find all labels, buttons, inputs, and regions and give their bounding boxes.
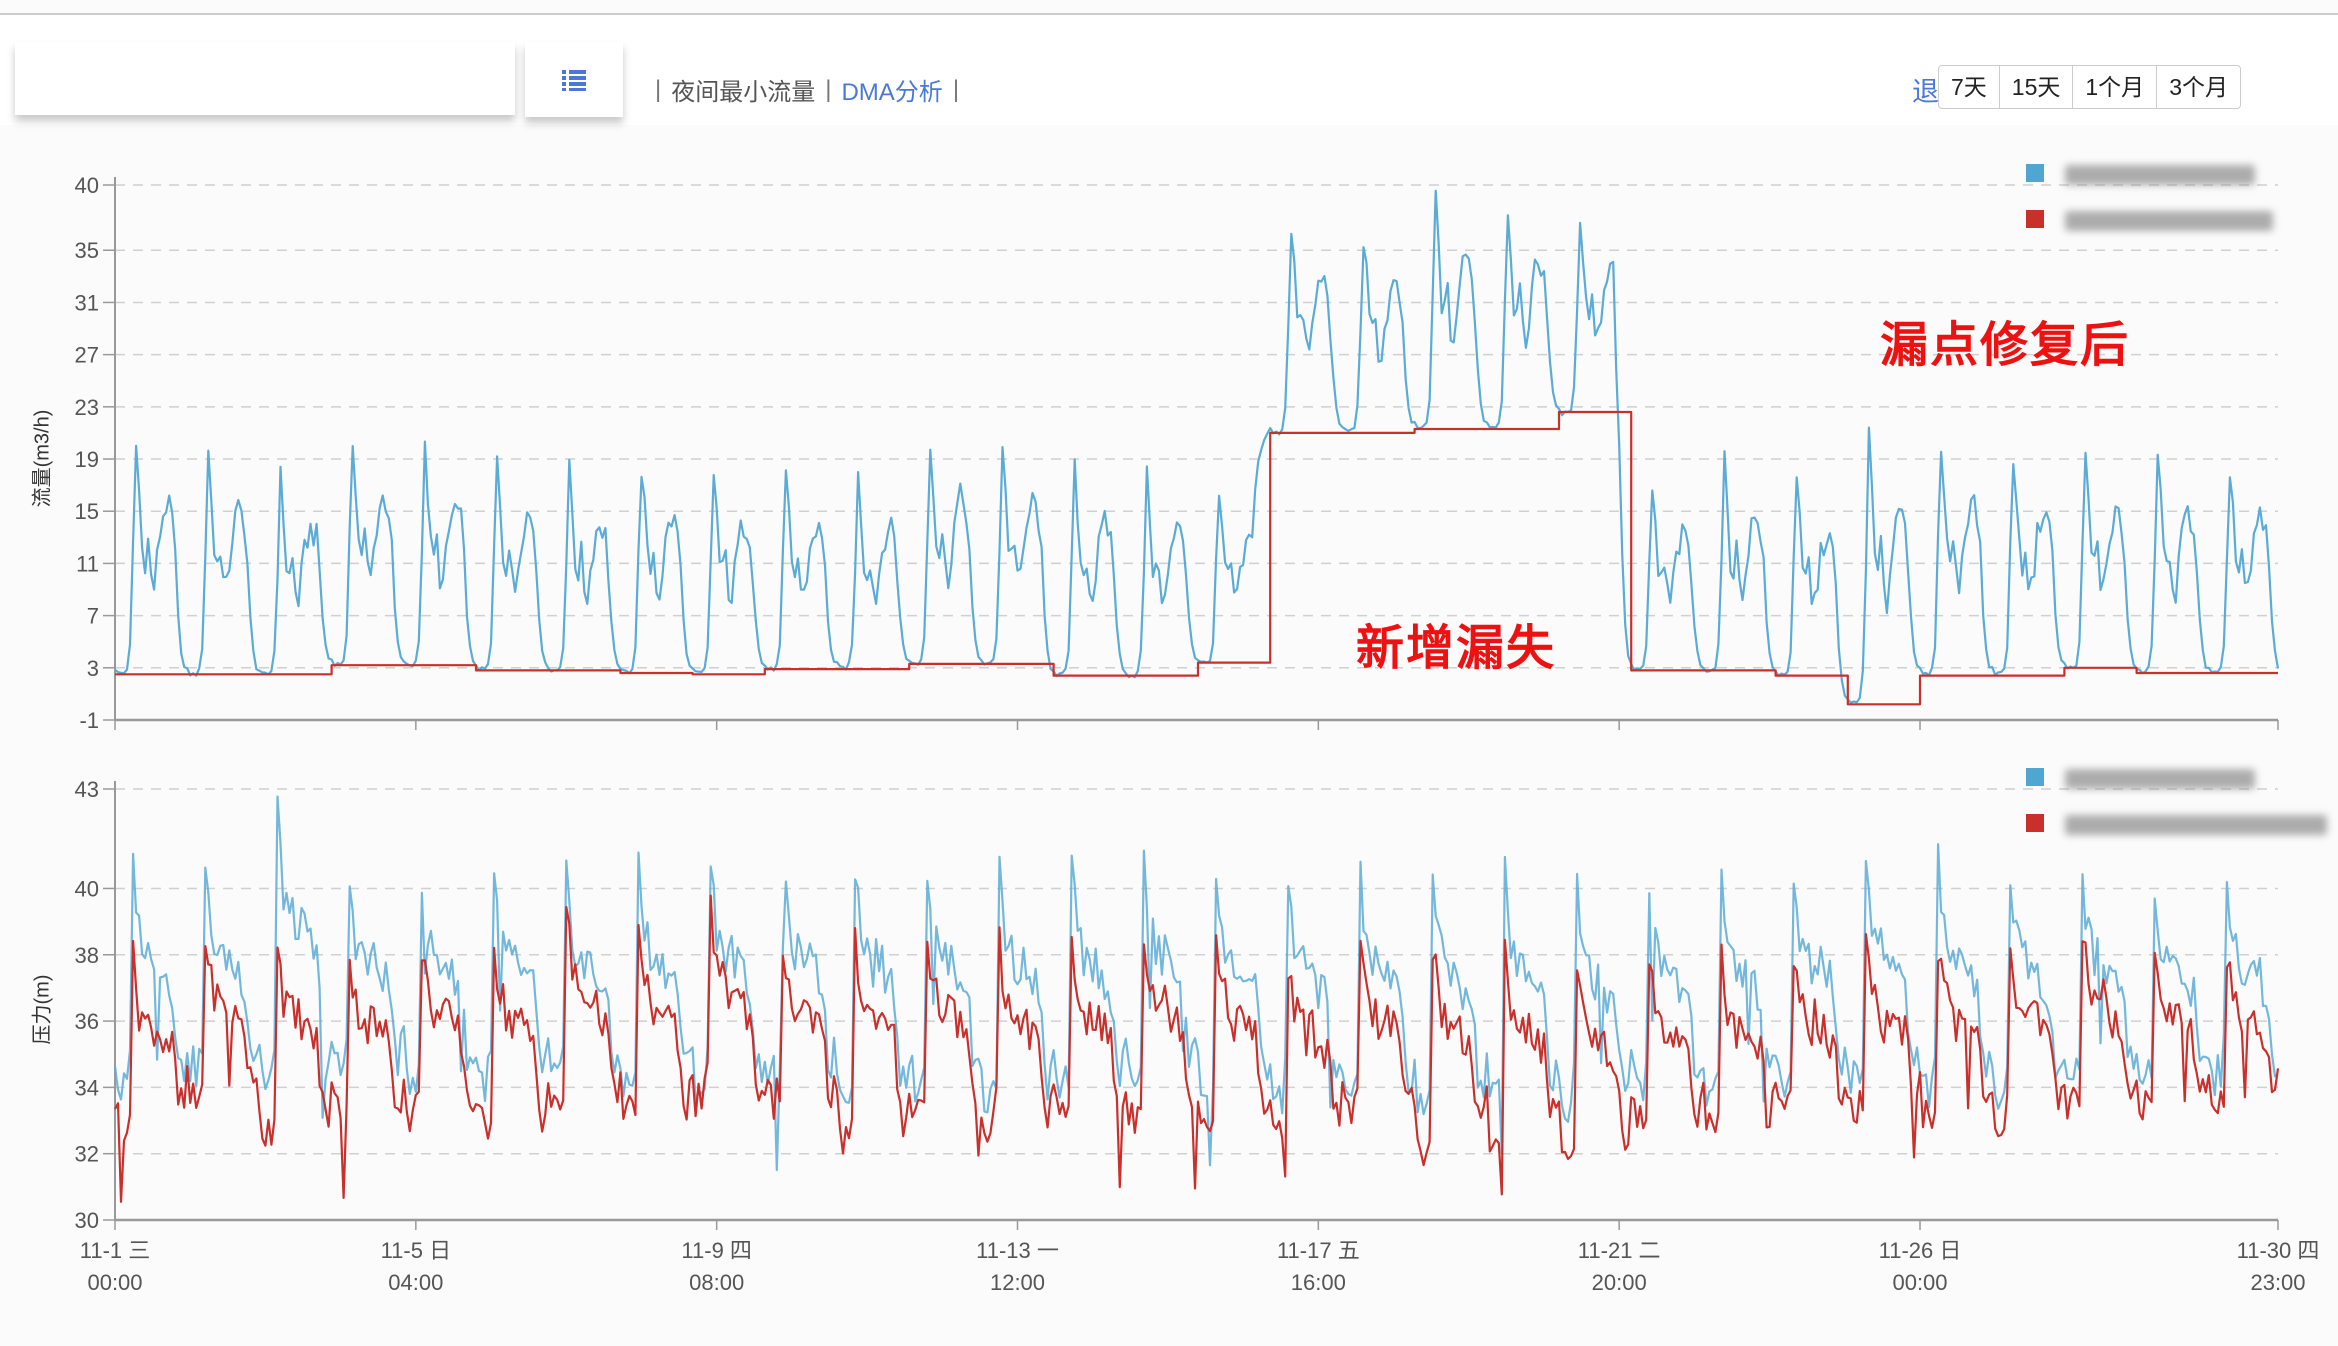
x-tick-time: 00:00 (1892, 1270, 1947, 1295)
y-tick-label: 15 (75, 499, 99, 524)
y-tick-label: 36 (75, 1009, 99, 1034)
nav-separator: | (952, 75, 960, 103)
x-tick-time: 12:00 (990, 1270, 1045, 1295)
y-tick-label: 11 (76, 551, 99, 576)
range-15-days[interactable]: 15天 (2000, 66, 2074, 108)
flow-axis-title: 流量(m3/h) (31, 409, 54, 508)
nav-links: | 夜间最小流量 | DMA分析 | (655, 72, 959, 107)
y-tick-label: 23 (75, 395, 99, 420)
y-tick-label: 32 (75, 1142, 99, 1167)
pressure-axis-title: 压力(m) (31, 974, 54, 1045)
legend-label-blurred (2065, 165, 2255, 185)
annotation-after-repair: 漏点修复后 (1880, 319, 2131, 372)
time-range-selector: 7天 15天 1个月 3个月 (1938, 65, 2241, 109)
range-7-days[interactable]: 7天 (1939, 66, 2000, 108)
y-tick-label: 3 (87, 656, 99, 681)
list-icon (562, 69, 586, 91)
x-tick-date: 11-26 日 (1879, 1238, 1962, 1263)
x-tick-date: 11-5 日 (381, 1238, 452, 1263)
x-tick-date: 11-30 四 (2237, 1238, 2320, 1263)
y-tick-label: 43 (75, 777, 99, 802)
x-tick-date: 11-17 五 (1277, 1238, 1360, 1263)
y-tick-label: 30 (75, 1208, 99, 1233)
legend-label-blurred (2065, 769, 2255, 789)
y-tick-label: 31 (75, 290, 99, 315)
y-tick-label: 19 (75, 447, 99, 472)
x-tick-time: 04:00 (388, 1270, 443, 1295)
pressure-series-red (114, 894, 2280, 1203)
nav-separator: | (825, 75, 832, 103)
annotation-new-leak: 新增漏失 (1356, 622, 1557, 675)
legend-swatch-flow-blue[interactable] (2026, 164, 2044, 182)
nav-night-min-flow[interactable]: 夜间最小流量 (671, 79, 816, 106)
legend-swatch-pressure-red[interactable] (2026, 814, 2044, 832)
legend-label-blurred (2065, 815, 2327, 835)
nav-dma-analysis[interactable]: DMA分析 (841, 79, 943, 106)
y-tick-label: 38 (75, 943, 99, 968)
back-button[interactable]: 退 (1912, 77, 1939, 107)
y-tick-label: 27 (75, 343, 99, 368)
x-tick-date: 11-9 四 (681, 1238, 752, 1263)
top-divider (0, 13, 2338, 15)
x-tick-time: 00:00 (87, 1270, 142, 1295)
y-tick-label: 34 (75, 1075, 99, 1100)
x-tick-time: 23:00 (2250, 1270, 2305, 1295)
x-tick-date: 11-1 三 (80, 1238, 151, 1263)
range-1-month[interactable]: 1个月 (2073, 66, 2158, 108)
range-3-months[interactable]: 3个月 (2169, 74, 2228, 100)
x-tick-time: 16:00 (1291, 1270, 1346, 1295)
y-tick-label: 7 (87, 604, 99, 629)
flow-series-red (115, 410, 2278, 706)
menu-button[interactable] (525, 42, 623, 117)
y-tick-label: 35 (75, 238, 99, 263)
nav-separator: | (655, 75, 662, 103)
pressure-series-blue (113, 795, 2279, 1172)
flow-series-blue (114, 189, 2280, 704)
search-box[interactable] (15, 42, 515, 115)
x-tick-time: 20:00 (1592, 1270, 1647, 1295)
x-tick-date: 11-21 二 (1578, 1238, 1661, 1263)
x-tick-date: 11-13 一 (976, 1238, 1059, 1263)
y-tick-label: -1 (79, 708, 99, 733)
y-tick-label: 40 (75, 173, 99, 198)
x-tick-time: 08:00 (689, 1270, 744, 1295)
legend-swatch-flow-red[interactable] (2026, 210, 2044, 228)
legend-swatch-pressure-blue[interactable] (2026, 768, 2044, 786)
y-tick-label: 40 (75, 876, 99, 901)
legend-label-blurred (2065, 211, 2273, 231)
